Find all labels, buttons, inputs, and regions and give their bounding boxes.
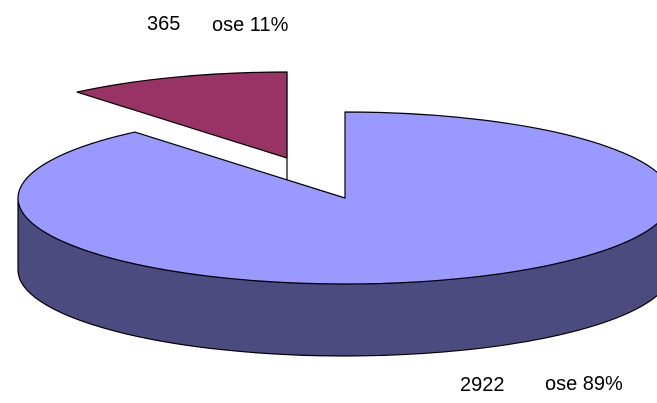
slice-category-label-small: ose 11%: [212, 14, 289, 36]
slices-layer: [17, 71, 657, 357]
slice-value-label-small: 365: [147, 13, 180, 35]
slice-value-label-large: 2922: [460, 374, 505, 396]
slice-top-small: [76, 71, 288, 159]
slice-top-large: [17, 111, 657, 285]
slice-category-label-large: ose 89%: [545, 373, 623, 395]
